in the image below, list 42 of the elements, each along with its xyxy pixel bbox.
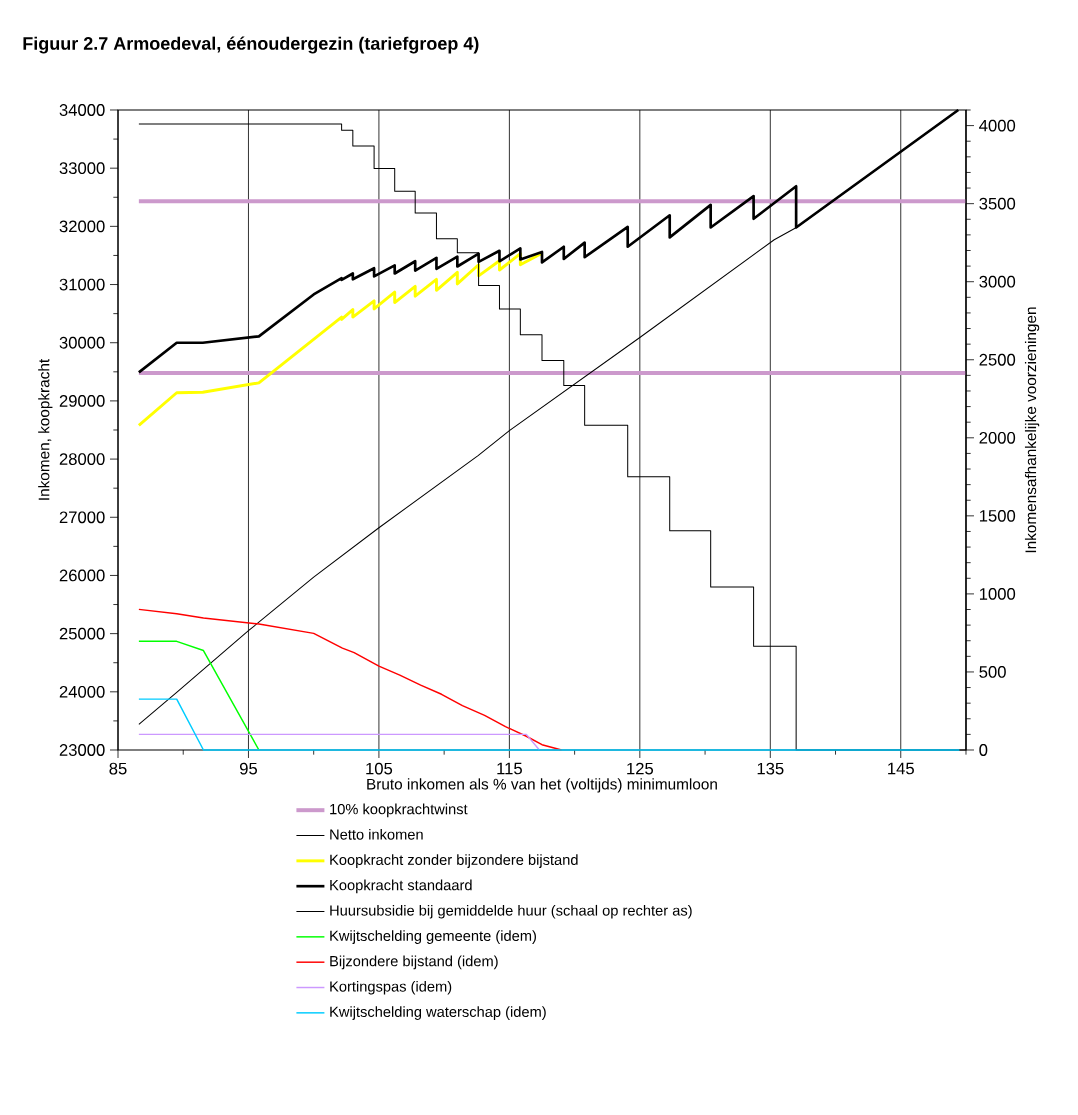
legend-label: 10% koopkrachtwinst (330, 803, 468, 818)
legend-label: Koopkracht standaard (330, 879, 472, 894)
x-tick-label: 135 (757, 762, 784, 775)
x-tick-label: 85 (109, 762, 127, 775)
y-tick-label: 32000 (59, 220, 105, 233)
y-tick-label: 23000 (59, 744, 105, 756)
y2-axis-title: Inkomensafhankelijke voorzieningen (1024, 307, 1040, 553)
y-tick-label: 34000 (59, 104, 105, 116)
legend-label: Huursubsidie bij gemiddelde huur (schaal op rechter as) (330, 904, 692, 919)
y2-tick-label: 3500 (979, 197, 1016, 210)
chart-title: Figuur 2.7 Armoedeval, éénoudergezin (tariefgroep 4) (23, 36, 479, 54)
legend-label: Kortingspas (idem) (330, 980, 452, 995)
x-axis-title: Bruto inkomen als % van het (voltijds) minimumloon (367, 778, 717, 793)
y-tick-label: 27000 (59, 511, 105, 524)
y2-tick-label: 1000 (979, 588, 1016, 600)
y2-tick-label: 4000 (979, 119, 1016, 132)
y-tick-label: 31000 (59, 278, 105, 291)
y2-tick-label: 0 (979, 744, 988, 756)
y-tick-label: 25000 (59, 627, 105, 640)
y-tick-label: 28000 (59, 453, 105, 465)
x-tick-label: 145 (888, 762, 914, 775)
legend-label: Kwijtschelding gemeente (idem) (330, 930, 536, 944)
y2-tick-label: 2500 (979, 353, 1016, 366)
y2-tick-label: 2000 (979, 431, 1016, 444)
y2-tick-label: 3000 (979, 275, 1016, 288)
legend-label: Netto inkomen (330, 828, 423, 840)
x-tick-label: 115 (497, 762, 522, 775)
y-tick-label: 33000 (59, 162, 105, 175)
y-tick-label: 24000 (59, 685, 105, 698)
legend-label: Kwijtschelding waterschap (idem) (330, 1006, 546, 1020)
y2-tick-label: 500 (979, 666, 1006, 678)
x-tick-label: 105 (366, 762, 393, 775)
y-axis-title: Inkomen, koopkracht (38, 358, 53, 500)
y-tick-label: 30000 (59, 336, 105, 349)
legend-label: Bijzondere bijstand (idem) (330, 955, 498, 970)
legend-label: Koopkracht zonder bijzondere bijstand (330, 854, 578, 868)
y2-tick-label: 1500 (979, 509, 1016, 522)
line-series (137, 251, 544, 427)
y-tick-label: 26000 (59, 569, 105, 582)
x-tick-label: 125 (627, 762, 654, 775)
y-tick-label: 29000 (59, 395, 105, 407)
x-tick-label: 95 (239, 762, 258, 775)
